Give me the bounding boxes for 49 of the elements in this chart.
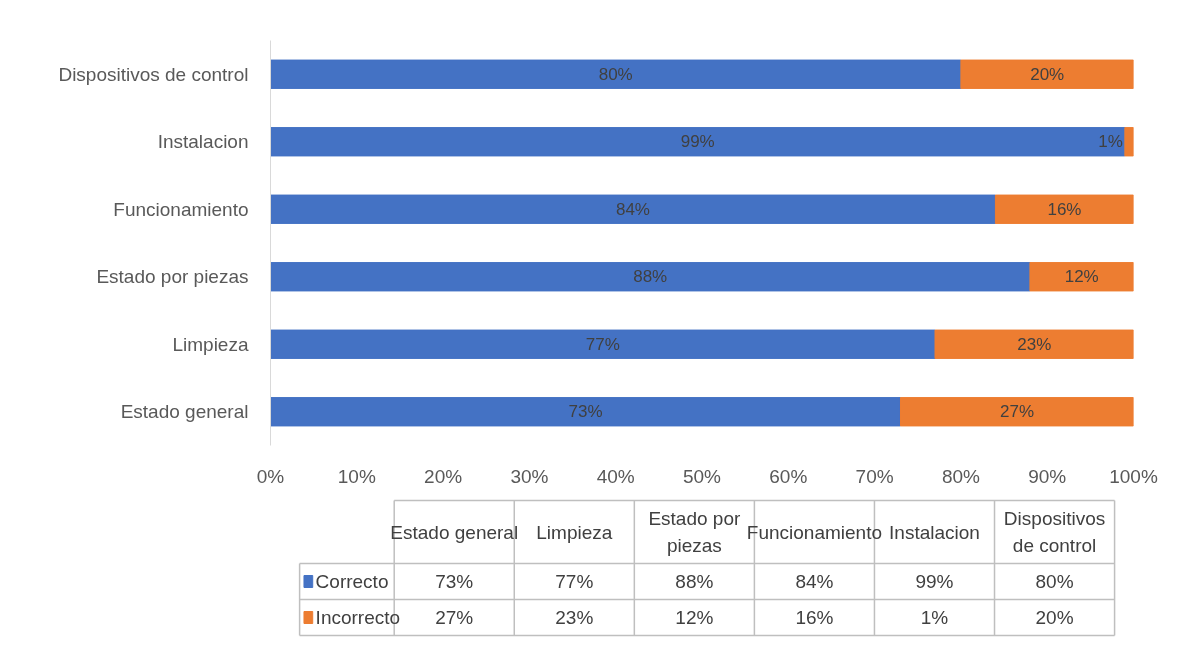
text: 27% (435, 607, 474, 628)
x-tick-label: 50% (682, 465, 722, 487)
text: 73% (435, 571, 474, 592)
text: 80% (1035, 571, 1074, 592)
x-tick-label: 100% (1109, 465, 1158, 487)
data-label: 20% (1030, 64, 1065, 84)
x-tick-label: 80% (941, 465, 981, 487)
data-label: 84% (615, 199, 650, 219)
text: 77% (555, 571, 594, 592)
x-tick-label: 40% (596, 465, 635, 487)
category-label: Funcionamiento (746, 521, 883, 543)
text: 16% (795, 607, 834, 628)
data-label: 99% (680, 132, 715, 152)
text: 20% (1035, 607, 1074, 628)
category-label: Estado general (390, 521, 519, 543)
data-label: 77% (585, 334, 620, 354)
y-tick-label: Instalacion (157, 131, 249, 153)
data-label: 73% (568, 402, 603, 422)
x-tick-label: 60% (769, 465, 808, 487)
data-label: 16% (1047, 199, 1082, 219)
y-tick-label: Funcionamiento (113, 198, 249, 220)
y-tick-label: Estado general (120, 401, 249, 423)
data-label: 12% (1064, 267, 1099, 287)
text: 99% (915, 571, 954, 592)
text: 1% (920, 607, 949, 628)
y-tick-label: Limpieza (172, 333, 249, 355)
text: 23% (555, 607, 594, 628)
data-label: 27% (999, 402, 1035, 422)
legend-label: Incorrecto (315, 607, 401, 628)
data-label: 80% (598, 64, 633, 84)
x-tick-label: 90% (1028, 465, 1067, 487)
x-tick-label: 70% (855, 465, 894, 487)
data-label: 1% (1098, 132, 1123, 152)
data-label: 23% (1017, 334, 1052, 354)
y-tick-label: Dispositivos de control (58, 63, 249, 85)
category-label: Estado por piezas (648, 508, 741, 556)
text: 84% (795, 571, 834, 592)
legend-label: Correcto (315, 571, 389, 592)
x-tick-label: 0% (256, 465, 285, 487)
data-label: 88% (633, 267, 668, 287)
category-label: Limpieza (536, 521, 613, 543)
text: 88% (675, 571, 714, 592)
y-tick-label: Estado por piezas (96, 266, 249, 288)
category-label: Instalacion (889, 521, 980, 543)
x-tick-label: 10% (337, 465, 376, 487)
text: 12% (675, 607, 714, 628)
x-tick-label: 20% (424, 465, 463, 487)
category-label: Dispositivos de control (1003, 508, 1106, 556)
x-tick-label: 30% (510, 465, 549, 487)
